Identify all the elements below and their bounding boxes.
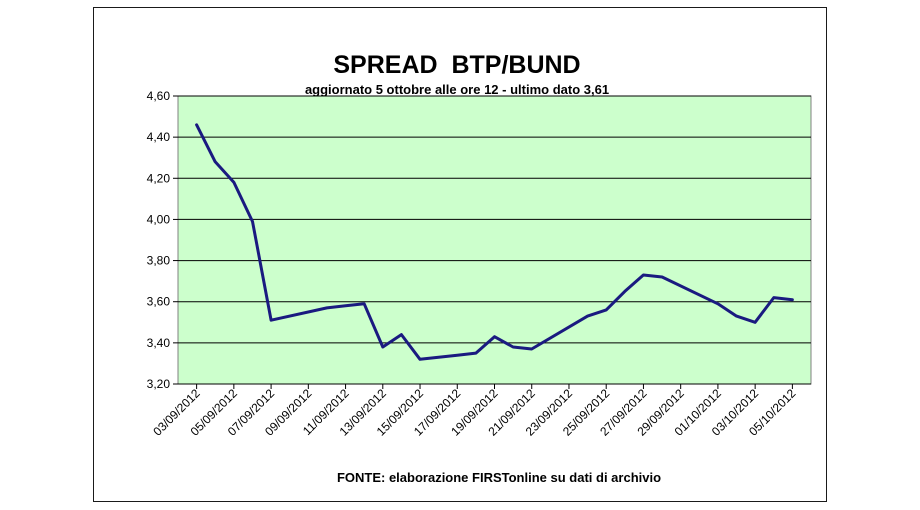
y-axis: 3,20 3,40 3,60 3,80 4,00 4,20 4,40 4,60 (147, 89, 178, 391)
y-tick-label: 4,20 (147, 171, 171, 185)
chart-canvas: SPREAD BTP/BUND aggiornato 5 ottobre all… (147, 51, 812, 485)
y-tick-label: 4,00 (147, 212, 171, 226)
series-line-spread (195, 123, 794, 361)
y-tick-label: 3,20 (147, 377, 171, 391)
chart-source-note: FONTE: elaborazione FIRSTonline su dati … (337, 470, 661, 485)
chart-subtitle: aggiornato 5 ottobre alle ore 12 - ultim… (305, 82, 609, 97)
plot-area (177, 95, 812, 385)
y-tick-label: 3,60 (147, 295, 171, 309)
y-tick-label: 4,40 (147, 130, 171, 144)
chart-title: SPREAD BTP/BUND (333, 51, 580, 79)
y-tick-label: 3,80 (147, 254, 171, 268)
y-tick-label: 3,40 (147, 336, 171, 350)
chart-frame: SPREAD BTP/BUND aggiornato 5 ottobre all… (93, 7, 827, 502)
x-axis: 03/09/201205/09/201207/09/201209/09/2012… (150, 384, 799, 439)
y-tick-label: 4,60 (147, 89, 171, 103)
gridlines (178, 95, 811, 385)
